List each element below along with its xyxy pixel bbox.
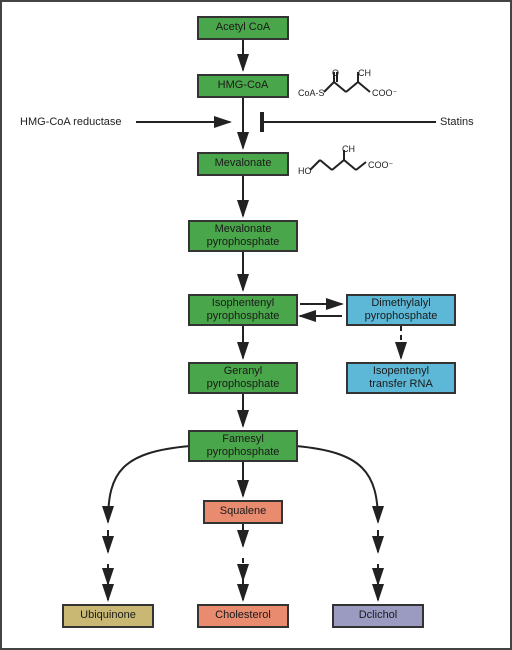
- node-gpp: Geranylpyrophosphate: [188, 362, 298, 394]
- label-statins: Statins: [440, 116, 474, 128]
- node-iptrna: Isopentenyltransfer RNA: [346, 362, 456, 394]
- chem-coo1: COO⁻: [372, 88, 397, 99]
- label-hmgred: HMG-CoA reductase: [20, 116, 121, 128]
- node-ipp: Isophentenylpyrophosphate: [188, 294, 298, 326]
- node-cholest: Cholesterol: [197, 604, 289, 628]
- node-dmapp: Dimethylalylpyrophosphate: [346, 294, 456, 326]
- node-acetyl: Acetyl CoA: [197, 16, 289, 40]
- chem-coo2: COO⁻: [368, 160, 393, 171]
- node-mevalpp: Mevalonatepyrophosphate: [188, 220, 298, 252]
- mevalonate-pathway-diagram: Acetyl CoA HMG-CoA Mevalonate Mevalonatepyr…: [0, 0, 512, 650]
- chem-o1: O: [332, 68, 339, 78]
- chem-ho2: HO: [298, 166, 312, 176]
- node-squalene: Squalene: [203, 500, 283, 524]
- node-meval: Mevalonate: [197, 152, 289, 176]
- chem-coas: CoA-S: [298, 88, 325, 98]
- node-hmgcoa: HMG-CoA: [197, 74, 289, 98]
- chem-ch1: CH: [358, 68, 371, 78]
- chem-ch2: CH: [342, 144, 355, 154]
- node-ubiq: Ubiquinone: [62, 604, 154, 628]
- node-dolichol: Dclichol: [332, 604, 424, 628]
- node-fpp: Famesylpyrophosphate: [188, 430, 298, 462]
